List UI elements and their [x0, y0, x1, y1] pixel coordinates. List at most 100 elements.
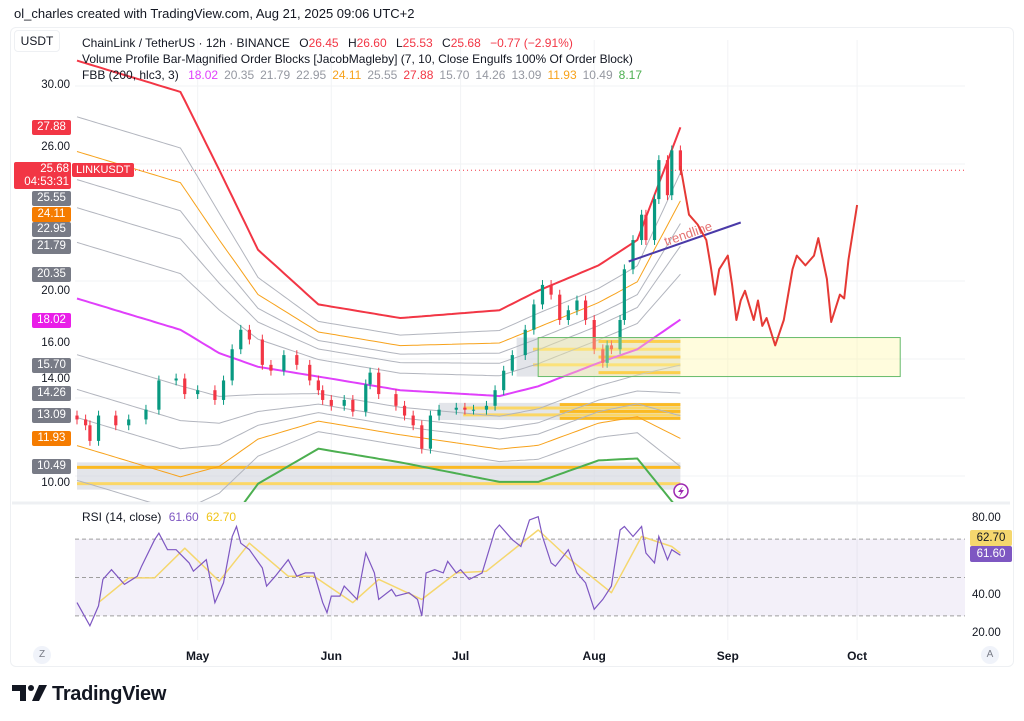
candle — [282, 355, 286, 371]
fbb-value: 24.11 — [332, 68, 362, 82]
open-label: O — [299, 36, 309, 50]
candle — [605, 345, 609, 363]
candle — [144, 409, 148, 420]
candle — [583, 300, 588, 320]
price-axis-label: 24.11 — [32, 207, 71, 222]
price-axis-label: 27.88 — [32, 120, 71, 135]
price-axis-label: 25.55 — [32, 191, 71, 206]
candle — [221, 380, 226, 400]
rsi-tick: 80.00 — [972, 512, 1001, 524]
fbb-lower-band — [243, 447, 674, 502]
candle — [420, 425, 424, 449]
rsi-title: RSI (14, close) — [82, 510, 162, 524]
fbb-value: 21.79 — [260, 68, 291, 82]
time-label: May — [186, 649, 210, 663]
candle — [493, 390, 497, 406]
fbb-value: 13.09 — [511, 68, 542, 82]
volume-profile-bar — [598, 355, 681, 359]
candle — [622, 269, 626, 320]
rsi-pane — [75, 515, 965, 628]
time-label: Aug — [582, 649, 606, 663]
candle — [230, 349, 234, 381]
candle — [247, 329, 251, 340]
candle — [351, 399, 355, 412]
candles — [75, 145, 682, 454]
vp-indicator-legend[interactable]: Volume Profile Bar-Magnified Order Block… — [82, 52, 633, 66]
price-axis-label: 20.35 — [32, 267, 71, 282]
candle — [644, 214, 648, 241]
candle — [342, 399, 346, 406]
logo-text: TradingView — [52, 683, 167, 705]
close-label: C — [442, 36, 451, 50]
candle — [510, 355, 514, 371]
price-tick: 26.00 — [41, 141, 70, 153]
fbb-band-line — [76, 354, 681, 417]
candle — [260, 339, 264, 365]
candle — [269, 364, 273, 371]
rsi-ma-axis-label: 62.70 — [970, 530, 1012, 546]
close-value: 25.68 — [450, 36, 481, 50]
candle — [329, 399, 333, 406]
candle — [377, 372, 381, 395]
forecast-path — [679, 165, 859, 347]
price-axis-label: 10.49 — [32, 459, 71, 474]
price-axis-label: 21.79 — [32, 239, 71, 254]
candle — [549, 284, 553, 295]
volume-profile-bar — [598, 371, 681, 375]
volume-profile-bar — [559, 409, 681, 413]
candle — [532, 304, 536, 330]
fbb-band-line — [76, 151, 681, 347]
change-value: −0.77 (−2.91%) — [490, 36, 573, 50]
drawings: trendline — [75, 165, 965, 499]
fbb-band-line — [76, 207, 681, 364]
fbb-value: 15.70 — [439, 68, 470, 82]
candle — [316, 380, 320, 391]
price-tick: 30.00 — [41, 79, 70, 91]
candle — [174, 378, 178, 381]
fbb-indicator-legend[interactable]: FBB (200, hlc3, 3) 18.02 20.35 21.79 22.95 2… — [82, 68, 648, 82]
candle — [239, 329, 243, 350]
candle — [157, 380, 161, 410]
time-label: Jul — [451, 649, 470, 663]
rsi-tick: 40.00 — [972, 589, 1001, 601]
fbb-band-line — [76, 179, 681, 355]
auto-scale-z-button[interactable]: Z — [33, 646, 51, 664]
candle — [540, 284, 545, 305]
fbb-value: 27.88 — [403, 68, 434, 82]
candle — [127, 419, 131, 426]
candle — [114, 415, 118, 426]
time-label: Oct — [847, 649, 868, 663]
target-zone-rectangle — [537, 337, 901, 378]
auto-scale-a-button[interactable]: A — [981, 646, 999, 664]
fbb-value: 14.26 — [475, 68, 506, 82]
candle — [652, 199, 657, 241]
volume-profile-bar — [559, 403, 681, 407]
rsi-axis-label: 61.60 — [970, 546, 1012, 562]
price-axis-label: 18.02 — [32, 313, 71, 328]
candle — [670, 150, 674, 196]
symbol-title[interactable]: ChainLink / TetherUS · 12h · BINANCE — [82, 36, 290, 50]
rsi-legend[interactable]: RSI (14, close) 61.60 62.70 — [82, 510, 236, 524]
candle — [402, 405, 407, 416]
candle — [196, 390, 200, 395]
candle — [454, 407, 458, 410]
fbb-band-line — [76, 116, 681, 336]
candle — [437, 409, 441, 416]
candle — [183, 378, 187, 395]
candle — [411, 415, 415, 426]
high-label: H — [347, 36, 357, 50]
fbb-value: 8.17 — [618, 68, 643, 82]
price-axis-label: 13.09 — [32, 408, 71, 423]
rsi-ma-value: 62.70 — [206, 510, 237, 524]
candle — [640, 214, 644, 241]
price-axis-label: 11.93 — [32, 431, 71, 446]
tradingview-logo[interactable]: TradingView — [12, 683, 166, 706]
candle — [558, 294, 562, 320]
price-tick: 10.00 — [41, 477, 70, 489]
candle — [631, 240, 635, 270]
tradingview-logo-icon — [12, 685, 47, 701]
currency-button[interactable]: USDT — [14, 30, 60, 52]
bar-countdown: 04:53:31 — [24, 176, 69, 188]
lightning-icon-glyph — [678, 486, 684, 497]
